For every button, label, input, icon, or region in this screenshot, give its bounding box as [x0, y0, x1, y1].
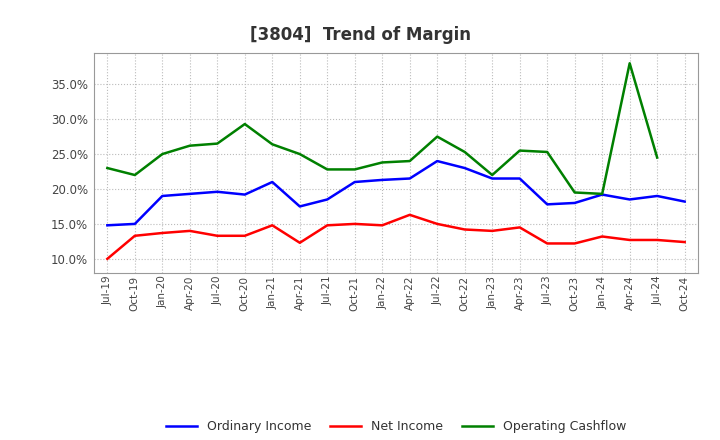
Net Income — [460, 227, 469, 232]
Line: Operating Cashflow: Operating Cashflow — [107, 63, 657, 194]
Ordinary Income — [240, 192, 249, 197]
Operating Cashflow — [268, 142, 276, 147]
Operating Cashflow — [543, 149, 552, 154]
Operating Cashflow — [598, 191, 606, 197]
Operating Cashflow — [626, 61, 634, 66]
Line: Ordinary Income: Ordinary Income — [107, 161, 685, 225]
Net Income — [488, 228, 497, 234]
Ordinary Income — [130, 221, 139, 227]
Ordinary Income — [653, 193, 662, 198]
Operating Cashflow — [516, 148, 524, 153]
Net Income — [240, 233, 249, 238]
Net Income — [598, 234, 606, 239]
Ordinary Income — [268, 180, 276, 185]
Operating Cashflow — [488, 172, 497, 178]
Line: Net Income: Net Income — [107, 215, 685, 259]
Ordinary Income — [295, 204, 304, 209]
Ordinary Income — [516, 176, 524, 181]
Ordinary Income — [460, 165, 469, 171]
Net Income — [130, 233, 139, 238]
Ordinary Income — [433, 158, 441, 164]
Operating Cashflow — [158, 151, 166, 157]
Ordinary Income — [680, 199, 689, 204]
Net Income — [378, 223, 387, 228]
Text: [3804]  Trend of Margin: [3804] Trend of Margin — [250, 26, 470, 44]
Ordinary Income — [351, 180, 359, 185]
Operating Cashflow — [186, 143, 194, 148]
Ordinary Income — [405, 176, 414, 181]
Net Income — [570, 241, 579, 246]
Ordinary Income — [570, 200, 579, 205]
Net Income — [653, 237, 662, 242]
Ordinary Income — [598, 192, 606, 197]
Operating Cashflow — [351, 167, 359, 172]
Net Income — [516, 225, 524, 230]
Ordinary Income — [158, 193, 166, 198]
Ordinary Income — [543, 202, 552, 207]
Net Income — [295, 240, 304, 246]
Ordinary Income — [626, 197, 634, 202]
Operating Cashflow — [378, 160, 387, 165]
Operating Cashflow — [130, 172, 139, 178]
Operating Cashflow — [653, 155, 662, 160]
Net Income — [213, 233, 222, 238]
Net Income — [626, 237, 634, 242]
Operating Cashflow — [103, 165, 112, 171]
Operating Cashflow — [433, 134, 441, 139]
Net Income — [405, 212, 414, 217]
Ordinary Income — [378, 177, 387, 183]
Net Income — [103, 256, 112, 261]
Ordinary Income — [103, 223, 112, 228]
Net Income — [158, 231, 166, 236]
Net Income — [186, 228, 194, 234]
Ordinary Income — [186, 191, 194, 197]
Net Income — [433, 221, 441, 227]
Operating Cashflow — [213, 141, 222, 146]
Operating Cashflow — [295, 151, 304, 157]
Legend: Ordinary Income, Net Income, Operating Cashflow: Ordinary Income, Net Income, Operating C… — [161, 415, 631, 438]
Ordinary Income — [323, 197, 332, 202]
Operating Cashflow — [405, 158, 414, 164]
Net Income — [351, 221, 359, 227]
Operating Cashflow — [460, 149, 469, 154]
Net Income — [323, 223, 332, 228]
Net Income — [268, 223, 276, 228]
Operating Cashflow — [240, 121, 249, 127]
Net Income — [543, 241, 552, 246]
Ordinary Income — [488, 176, 497, 181]
Net Income — [680, 239, 689, 245]
Ordinary Income — [213, 189, 222, 194]
Operating Cashflow — [570, 190, 579, 195]
Operating Cashflow — [323, 167, 332, 172]
